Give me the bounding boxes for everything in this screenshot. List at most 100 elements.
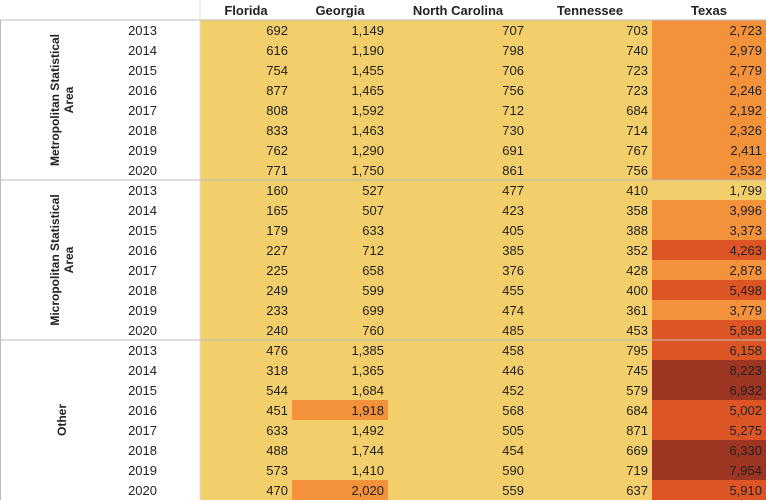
heatmap-cell: [292, 160, 388, 180]
year-label: 2019: [128, 303, 157, 318]
cell-value: 405: [502, 223, 524, 238]
heatmap-cell: [528, 380, 652, 400]
heatmap-cell: [652, 200, 766, 220]
heatmap-cell: [388, 100, 528, 120]
cell-value: 1,149: [351, 23, 384, 38]
heatmap-cell: [200, 440, 292, 460]
heatmap-cell: [528, 420, 652, 440]
heatmap-cell: [292, 440, 388, 460]
heatmap-cell: [652, 180, 766, 200]
heatmap-cell: [388, 480, 528, 500]
heatmap-cell: [292, 400, 388, 420]
heatmap-cell: [200, 320, 292, 340]
heatmap-cell: [652, 100, 766, 120]
heatmap-cell: [292, 200, 388, 220]
cell-value: 2,723: [729, 23, 762, 38]
cell-value: 2,246: [729, 83, 762, 98]
heatmap-cell: [388, 240, 528, 260]
heatmap-cell: [528, 340, 652, 360]
column-header-north-carolina: North Carolina: [413, 3, 504, 18]
heatmap-cell: [652, 460, 766, 480]
heatmap-cell: [292, 300, 388, 320]
cell-value: 1,744: [351, 443, 384, 458]
heatmap-cell: [652, 440, 766, 460]
year-label: 2017: [128, 423, 157, 438]
heatmap-cell: [388, 400, 528, 420]
year-label: 2015: [128, 63, 157, 78]
year-label: 2017: [128, 263, 157, 278]
heatmap-cell: [528, 160, 652, 180]
year-label: 2017: [128, 103, 157, 118]
heatmap-cell: [388, 340, 528, 360]
year-label: 2019: [128, 463, 157, 478]
cell-value: 1,592: [351, 103, 384, 118]
heatmap-cell: [292, 240, 388, 260]
cell-value: 712: [502, 103, 524, 118]
heatmap-cell: [652, 400, 766, 420]
heatmap-cell: [528, 260, 652, 280]
cell-value: 1,750: [351, 163, 384, 178]
heatmap-cell: [200, 40, 292, 60]
year-label: 2013: [128, 343, 157, 358]
heatmap-cell: [652, 300, 766, 320]
cell-value: 451: [266, 403, 288, 418]
heatmap-cell: [292, 460, 388, 480]
heatmap-cell: [528, 360, 652, 380]
heatmap-cell: [652, 360, 766, 380]
cell-value: 714: [626, 123, 648, 138]
cell-value: 476: [266, 343, 288, 358]
cell-value: 477: [502, 183, 524, 198]
heatmap-cell: [388, 140, 528, 160]
heatmap-cell: [388, 380, 528, 400]
heatmap-cell: [528, 480, 652, 500]
cell-value: 1,918: [351, 403, 384, 418]
heatmap-cell: [292, 40, 388, 60]
cell-value: 767: [626, 143, 648, 158]
cell-value: 507: [362, 203, 384, 218]
heatmap-cell: [200, 60, 292, 80]
cell-value: 1,684: [351, 383, 384, 398]
cell-value: 684: [626, 403, 648, 418]
heatmap-cell: [388, 160, 528, 180]
heatmap-cell: [528, 100, 652, 120]
cell-value: 692: [266, 23, 288, 38]
heatmap-cell: [388, 180, 528, 200]
cell-value: 2,878: [729, 263, 762, 278]
year-label: 2020: [128, 163, 157, 178]
heatmap-cell: [652, 380, 766, 400]
heatmap-cell: [528, 40, 652, 60]
heatmap-cell: [652, 120, 766, 140]
heatmap-cell: [528, 240, 652, 260]
cell-value: 2,979: [729, 43, 762, 58]
year-label: 2020: [128, 483, 157, 498]
cell-value: 455: [502, 283, 524, 298]
cell-value: 179: [266, 223, 288, 238]
heatmap-cell: [388, 260, 528, 280]
heatmap-cell: [200, 340, 292, 360]
cell-value: 5,275: [729, 423, 762, 438]
cell-value: 388: [626, 223, 648, 238]
heatmap-cell: [292, 20, 388, 40]
heatmap-cell: [652, 420, 766, 440]
cell-value: 1,465: [351, 83, 384, 98]
heatmap-cell: [388, 200, 528, 220]
year-label: 2016: [128, 403, 157, 418]
heatmap-cell: [200, 160, 292, 180]
cell-value: 7,954: [729, 463, 762, 478]
cell-value: 3,373: [729, 223, 762, 238]
heatmap-cell: [652, 260, 766, 280]
cell-value: 505: [502, 423, 524, 438]
cell-value: 756: [626, 163, 648, 178]
cell-value: 756: [502, 83, 524, 98]
cell-value: 318: [266, 363, 288, 378]
heatmap-cell: [292, 180, 388, 200]
heatmap-cell: [200, 460, 292, 480]
cell-value: 633: [362, 223, 384, 238]
cell-value: 2,326: [729, 123, 762, 138]
column-header-tennessee: Tennessee: [557, 3, 623, 18]
cell-value: 573: [266, 463, 288, 478]
heatmap-cell: [200, 20, 292, 40]
heatmap-cell: [200, 240, 292, 260]
cell-value: 745: [626, 363, 648, 378]
